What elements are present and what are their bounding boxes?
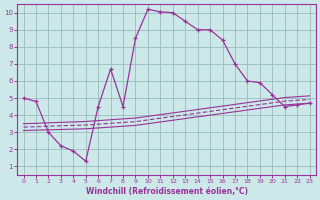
X-axis label: Windchill (Refroidissement éolien,°C): Windchill (Refroidissement éolien,°C) [85, 187, 248, 196]
